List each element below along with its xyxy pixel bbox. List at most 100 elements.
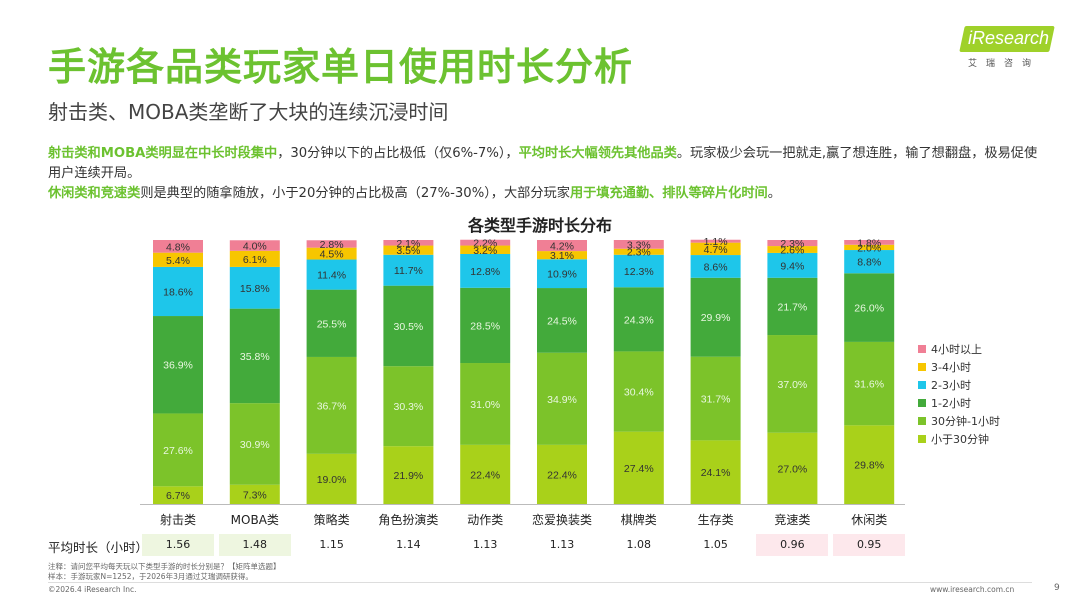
avg-duration-label: 平均时长（小时） bbox=[48, 540, 149, 555]
data-label: 9.4% bbox=[780, 260, 804, 272]
bar-segment bbox=[460, 444, 511, 504]
data-label: 30.9% bbox=[240, 439, 270, 451]
logo-cn-text: 艾瑞咨询 bbox=[968, 59, 1041, 69]
category-label: MOBA类 bbox=[231, 513, 279, 527]
data-label: 31.6% bbox=[854, 379, 884, 391]
data-label: 34.9% bbox=[547, 394, 577, 406]
bar-segment bbox=[690, 277, 741, 357]
chart-legend: 4小时以上 3-4小时 2-3小时 1-2小时 30分钟-1小时 小于30分钟 bbox=[918, 340, 1000, 448]
bar-segment bbox=[613, 287, 664, 352]
logo-text: iResearch bbox=[968, 28, 1050, 48]
bar-segment bbox=[460, 245, 511, 254]
legend-swatch bbox=[918, 399, 926, 407]
summary-text-span: 则是典型的随拿随放，小于20分钟的占比极高（27%-30%），大部分玩家 bbox=[140, 186, 570, 201]
data-label: 24.5% bbox=[547, 315, 577, 327]
data-label: 12.8% bbox=[470, 266, 500, 278]
bar-segment bbox=[537, 251, 587, 260]
bar-segment bbox=[844, 273, 895, 342]
data-label: 1.1% bbox=[704, 236, 728, 248]
data-label: 4.0% bbox=[243, 241, 267, 253]
data-label: 24.3% bbox=[624, 314, 654, 326]
category-label: 棋牌类 bbox=[621, 513, 657, 527]
bar-segment bbox=[229, 250, 280, 267]
avg-duration-value: 1.13 bbox=[549, 538, 575, 551]
footer-copyright: ©2026.4 iResearch Inc. bbox=[48, 585, 137, 594]
bar-segment bbox=[690, 255, 741, 278]
category-label: 射击类 bbox=[160, 512, 196, 527]
data-label: 8.6% bbox=[704, 261, 728, 273]
notes-question: 注释：请问您平均每天玩以下类型手游的时长分别是？【矩阵单选题】 bbox=[48, 562, 281, 571]
data-label: 12.3% bbox=[624, 266, 654, 278]
bar-segment bbox=[767, 246, 818, 253]
legend-label: 1-2小时 bbox=[931, 397, 971, 410]
bar-segment bbox=[613, 351, 664, 432]
bar-segment bbox=[460, 287, 511, 364]
data-label: 2.3% bbox=[627, 247, 651, 259]
legend-label: 3-4小时 bbox=[931, 361, 971, 374]
summary-text-span: ，30分钟以下的占比极低（仅6%-7%）， bbox=[277, 146, 519, 161]
data-label: 36.7% bbox=[317, 400, 347, 412]
bar-segment bbox=[767, 252, 818, 278]
legend-label: 30分钟-1小时 bbox=[931, 415, 1000, 428]
data-label: 31.7% bbox=[701, 394, 731, 406]
data-label: 37.0% bbox=[778, 379, 808, 391]
data-label: 35.8% bbox=[240, 351, 270, 363]
data-label: 27.4% bbox=[624, 463, 654, 475]
data-label: 11.4% bbox=[317, 270, 346, 282]
avg-duration-value: 1.08 bbox=[626, 538, 652, 551]
bar-segment bbox=[306, 356, 357, 454]
legend-swatch bbox=[918, 381, 926, 389]
legend-item: 小于30分钟 bbox=[918, 430, 1000, 448]
category-label: 竞速类 bbox=[774, 513, 810, 527]
legend-item: 3-4小时 bbox=[918, 358, 1000, 376]
legend-swatch bbox=[918, 417, 926, 425]
category-label: 休闲类 bbox=[851, 513, 887, 527]
legend-item: 1-2小时 bbox=[918, 394, 1000, 412]
bar-segment bbox=[383, 366, 434, 447]
footer-divider bbox=[48, 582, 1032, 583]
avg-duration-value: 1.14 bbox=[396, 538, 421, 551]
legend-label: 小于30分钟 bbox=[931, 433, 989, 446]
category-label: 角色扮演类 bbox=[378, 512, 438, 527]
data-label: 4.2% bbox=[550, 241, 574, 253]
legend-label: 4小时以上 bbox=[931, 343, 982, 356]
data-label: 18.6% bbox=[163, 286, 193, 298]
bar-segment bbox=[383, 254, 434, 286]
bar-segment bbox=[613, 431, 664, 504]
avg-duration-value: 1.56 bbox=[142, 534, 214, 556]
page-number: 9 bbox=[1054, 583, 1060, 593]
notes-sample: 样本：手游玩家N=1252，于2026年3月通过艾瑞调研获得。 bbox=[48, 572, 253, 581]
category-label: 动作类 bbox=[467, 513, 503, 527]
bar-segment bbox=[383, 245, 434, 255]
category-label: 恋爱换装类 bbox=[532, 512, 592, 527]
bar-segment bbox=[229, 240, 280, 251]
avg-duration-value: 0.96 bbox=[756, 534, 829, 556]
bar-segment bbox=[306, 240, 357, 248]
bar-segment bbox=[613, 254, 664, 288]
summary-text: 射击类和MOBA类明显在中长时段集中，30分钟以下的占比极低（仅6%-7%），平… bbox=[48, 144, 1038, 204]
data-label: 2.2% bbox=[473, 238, 497, 250]
bar-segment bbox=[153, 486, 203, 504]
iresearch-logo: iResearch 艾瑞咨询 bbox=[959, 26, 1062, 72]
bar-segment bbox=[383, 446, 434, 504]
footer-website: www.iresearch.com.cn bbox=[930, 585, 1015, 594]
summary-text-span: 。 bbox=[767, 186, 781, 201]
data-label: 27.0% bbox=[778, 463, 808, 475]
data-label: 26.0% bbox=[854, 303, 884, 315]
data-label: 22.4% bbox=[470, 469, 500, 481]
data-label: 30.3% bbox=[394, 401, 424, 413]
data-label: 4.5% bbox=[320, 249, 344, 261]
bar-segment bbox=[767, 335, 818, 433]
data-label: 4.7% bbox=[704, 244, 728, 256]
data-label: 15.8% bbox=[240, 283, 270, 295]
avg-duration-value: 1.05 bbox=[703, 538, 728, 551]
bar-segment bbox=[767, 240, 818, 247]
bar-segment bbox=[153, 266, 203, 317]
bar-segment bbox=[229, 484, 280, 504]
data-label: 3.3% bbox=[627, 239, 651, 251]
bar-segment bbox=[383, 285, 434, 367]
bar-segment bbox=[306, 453, 357, 504]
avg-duration-value: 0.95 bbox=[833, 534, 906, 556]
bar-segment bbox=[229, 403, 280, 485]
bar-segment bbox=[537, 444, 587, 504]
